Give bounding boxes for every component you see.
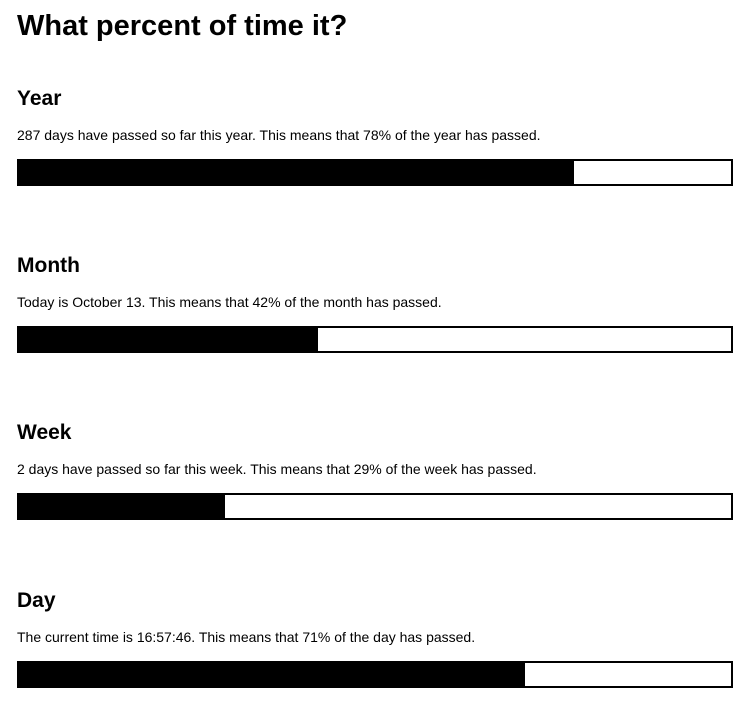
month-progress-fill [19, 328, 319, 351]
day-progress-fill [19, 663, 525, 686]
day-heading: Day [17, 589, 56, 612]
page-title: What percent of time it? [17, 10, 348, 42]
day-description: The current time is 16:57:46. This means… [17, 629, 476, 645]
month-description: Today is October 13. This means that 42%… [17, 294, 442, 310]
day-progress-bar [17, 661, 733, 688]
month-progress-bar [17, 326, 733, 353]
week-heading: Week [17, 421, 72, 444]
year-description: 287 days have passed so far this year. T… [17, 127, 541, 143]
year-progress-bar [17, 159, 733, 186]
year-progress-fill [19, 161, 575, 184]
month-heading: Month [17, 254, 80, 277]
week-progress-fill [19, 495, 226, 518]
week-description: 2 days have passed so far this week. Thi… [17, 461, 537, 477]
week-progress-bar [17, 493, 733, 520]
year-heading: Year [17, 87, 62, 110]
